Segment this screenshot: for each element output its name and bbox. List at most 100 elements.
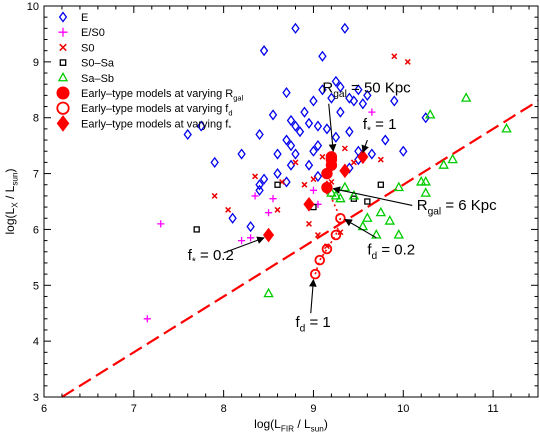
data-point [345, 126, 354, 138]
data-point [339, 163, 351, 179]
data-point [348, 189, 360, 200]
subscript: d [372, 251, 378, 262]
data-point [390, 95, 399, 107]
text-part: = 50 Kpc [347, 80, 411, 97]
plot-frame [43, 5, 539, 398]
data-point [341, 145, 348, 152]
legend-marker [59, 59, 67, 66]
data-point [460, 92, 472, 102]
y-tick-label: 7 [33, 169, 39, 181]
data-point [255, 128, 264, 141]
subscript: gal [428, 206, 442, 217]
data-point [424, 108, 436, 119]
data-point [336, 106, 345, 118]
text-part: log(L [3, 207, 17, 234]
annotation-fd02: fd = 0.2 [344, 218, 415, 262]
data-point [340, 22, 350, 34]
data-point [309, 145, 318, 157]
legend-marker [56, 115, 70, 132]
y-tick-label: 5 [33, 280, 39, 292]
data-point [327, 92, 336, 104]
data-point [210, 156, 219, 168]
data-point [255, 184, 264, 196]
data-point [391, 53, 398, 60]
data-point [305, 220, 312, 227]
legend-label: S0 [81, 42, 94, 54]
subscript: d [300, 324, 306, 335]
subscript: FIR [281, 425, 294, 433]
data-point [259, 173, 269, 185]
annotation-rgal50: Rgal = 50 Kpc [322, 80, 411, 152]
data-point [321, 243, 333, 255]
plot-border [43, 5, 539, 398]
data-point [282, 134, 291, 146]
data-point [301, 181, 308, 188]
legend: E E/S0 S0 S0–Sa Sa–Sb Early–type models at va… [56, 11, 244, 133]
data-point [345, 92, 354, 104]
subscript: sun [311, 425, 324, 433]
data-point [364, 198, 371, 205]
data-point [310, 176, 317, 183]
x-tick-label: 11 [487, 403, 498, 415]
data-point [330, 189, 342, 200]
x-axis-label: log(LFIR / Lsun) [254, 417, 328, 433]
subscript: * [192, 257, 196, 268]
text-part: ) [3, 169, 17, 173]
text-part: / L [3, 185, 17, 202]
legend-item-fstar: Early–type models at varying f* [56, 115, 231, 133]
subscript: sun [11, 173, 20, 186]
data-point [286, 114, 296, 127]
data-point [331, 131, 341, 143]
data-point [314, 254, 326, 266]
legend-label: Early–type models at varying Rgal [81, 88, 244, 102]
axis-ticks: 6 7 8 9 10 11 3 4 5 6 7 8 9 10 [27, 1, 538, 415]
data-point [246, 234, 255, 242]
subscript: * [367, 125, 371, 136]
legend-marker [57, 71, 69, 82]
data-point [501, 122, 512, 133]
data-point [335, 192, 346, 203]
data-point [393, 181, 405, 192]
data-point [371, 229, 382, 239]
data-layer [61, 22, 539, 398]
text-part: Early–type models at varying f [81, 103, 229, 115]
data-point [300, 106, 309, 118]
data-point [325, 151, 338, 163]
legend-marker [58, 11, 68, 23]
data-point [264, 209, 273, 217]
data-point [404, 58, 411, 65]
data-point [393, 229, 405, 239]
annotation-label: Rgal = 6 Kpc [417, 197, 497, 218]
data-point [193, 226, 200, 233]
legend-item-S0: S0 [59, 42, 94, 54]
data-point [367, 148, 377, 160]
data-point [143, 315, 151, 323]
y-tick-label: 6 [33, 224, 39, 236]
data-point [339, 181, 351, 192]
text-part: = 1 [305, 314, 330, 331]
legend-item-S0Sa: S0–Sa [59, 58, 115, 70]
data-point [313, 120, 323, 132]
data-point [349, 95, 359, 107]
annotation-fstar1: f* = 1 [361, 116, 396, 154]
data-point [322, 123, 332, 135]
data-point [273, 167, 282, 180]
data-point [319, 153, 326, 160]
data-point [211, 192, 218, 199]
data-point [377, 156, 384, 163]
text-part: f [367, 242, 372, 259]
data-point [251, 192, 259, 200]
text-part: ) [324, 417, 328, 431]
data-point [381, 134, 390, 146]
legend-item-fd: Early–type models at varying fd [56, 101, 233, 118]
annotation-label: fd = 0.2 [367, 242, 415, 262]
data-point [225, 206, 232, 213]
data-point [291, 120, 300, 132]
legend-item-E: E [58, 11, 88, 24]
legend-marker [58, 27, 68, 37]
annotation-label: f* = 0.2 [188, 247, 234, 268]
x-tick-label: 8 [221, 403, 227, 415]
text-part: = 0.2 [377, 242, 415, 259]
